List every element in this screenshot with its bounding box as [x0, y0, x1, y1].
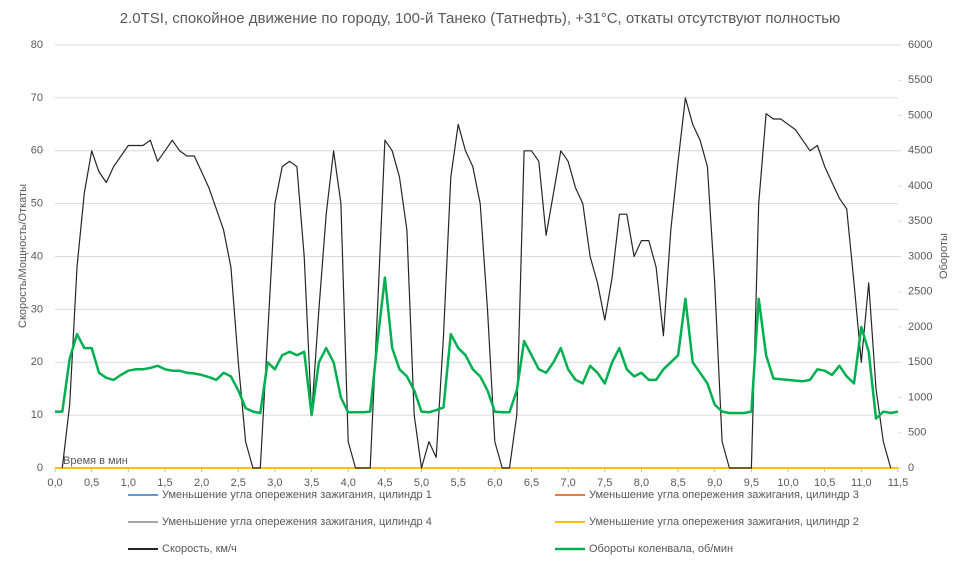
y-tick-label: 60 — [31, 145, 43, 157]
x-tick-label: 9,5 — [744, 477, 759, 489]
x-tick-label: 6,5 — [524, 477, 539, 489]
x-tick-label: 8,0 — [634, 477, 649, 489]
series-line — [61, 97, 892, 469]
y2-tick-label: 3500 — [908, 215, 932, 227]
x-tick-label: 0,0 — [47, 477, 62, 489]
x-tick-label: 3,0 — [267, 477, 282, 489]
x-tick-label: 11,5 — [888, 477, 909, 489]
x-tick-label: 1,5 — [157, 477, 172, 489]
legend-label: Уменьшение угла опережения зажигания, ци… — [162, 489, 432, 501]
x-tick-label: 5,0 — [414, 477, 429, 489]
series-line — [55, 276, 899, 420]
x-axis-title: Время в мин — [63, 455, 128, 467]
legend-label: Уменьшение угла опережения зажигания, ци… — [162, 516, 432, 528]
y2-tick-label: 0 — [908, 462, 914, 474]
y-tick-label: 10 — [31, 409, 43, 421]
x-tick-label: 11,0 — [851, 477, 872, 489]
y2-tick-label: 3000 — [908, 250, 932, 262]
legend-label: Уменьшение угла опережения зажигания, ци… — [589, 489, 859, 501]
x-tick-label: 5,5 — [451, 477, 466, 489]
y2-axis-title: Обороты — [938, 233, 950, 279]
legend-label: Обороты коленвала, об/мин — [589, 543, 733, 555]
y2-tick-label: 1500 — [908, 356, 932, 368]
x-tick-label: 4,5 — [377, 477, 392, 489]
y-tick-label: 0 — [37, 462, 43, 474]
x-tick-label: 1,0 — [121, 477, 136, 489]
y-tick-label: 30 — [31, 303, 43, 315]
x-tick-label: 4,0 — [341, 477, 356, 489]
y-tick-label: 20 — [31, 356, 43, 368]
y-axis-title: Скорость/Мощность/Откаты — [17, 184, 29, 328]
legend-label: Уменьшение угла опережения зажигания, ци… — [589, 516, 859, 528]
y-tick-label: 70 — [31, 92, 43, 104]
y2-tick-label: 2500 — [908, 286, 932, 298]
y-tick-label: 40 — [31, 250, 43, 262]
x-tick-label: 3,5 — [304, 477, 319, 489]
y2-tick-label: 4500 — [908, 145, 932, 157]
x-tick-label: 8,5 — [670, 477, 685, 489]
y2-tick-label: 5000 — [908, 109, 932, 121]
x-tick-label: 2,5 — [231, 477, 246, 489]
legend-label: Скорость, км/ч — [162, 543, 237, 555]
y2-tick-label: 2000 — [908, 321, 932, 333]
x-tick-label: 10,0 — [777, 477, 798, 489]
x-tick-label: 6,0 — [487, 477, 502, 489]
x-tick-label: 9,0 — [707, 477, 722, 489]
y-tick-label: 50 — [31, 198, 43, 210]
chart-title: 2.0TSI, спокойное движение по городу, 10… — [120, 10, 841, 27]
y2-tick-label: 500 — [908, 427, 926, 439]
y-tick-label: 80 — [31, 39, 43, 51]
y2-tick-label: 4000 — [908, 180, 932, 192]
x-tick-label: 2,0 — [194, 477, 209, 489]
x-tick-label: 10,5 — [814, 477, 835, 489]
y2-tick-label: 6000 — [908, 39, 932, 51]
y2-tick-label: 5500 — [908, 74, 932, 86]
x-tick-label: 7,5 — [597, 477, 612, 489]
x-tick-label: 0,5 — [84, 477, 99, 489]
y2-tick-label: 1000 — [908, 391, 932, 403]
x-tick-label: 7,0 — [560, 477, 575, 489]
